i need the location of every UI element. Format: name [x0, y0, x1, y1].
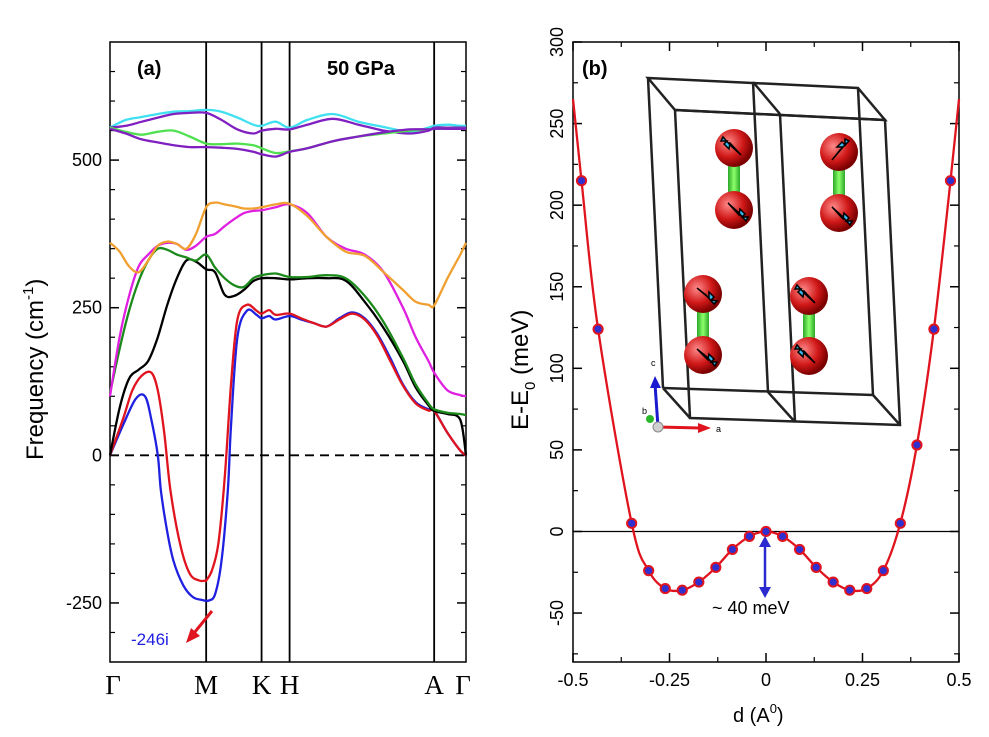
energy-data-point — [693, 576, 705, 588]
molecule-4 — [790, 277, 828, 375]
molecule-1 — [715, 129, 753, 229]
energy-data-point — [726, 543, 739, 556]
phonon-branch-high-green-a — [109, 126, 466, 155]
energy-data-point — [743, 530, 756, 542]
energy-data-point — [793, 543, 806, 556]
panel-b-x-tick-label: -0.25 — [649, 670, 690, 690]
phonon-branch-high-cyan — [109, 108, 467, 133]
panel-b-x-tick-label: 0.5 — [946, 670, 971, 690]
energy-data-point — [911, 439, 923, 451]
k-point-label: K — [252, 670, 272, 700]
energy-data-point — [676, 584, 688, 596]
unit-cell-edges — [645, 76, 902, 427]
phonon-branch-optical-green-low — [108, 246, 467, 417]
panel-b-ticks: -50 0 50 100 150 200 250 300 -0.5 -0.25 0 0.25 0.5 — [547, 27, 972, 690]
energy-data-point — [861, 582, 873, 595]
imaginary-frequency-label: -246i — [131, 630, 169, 649]
panel-b-x-axis-title: d (A0) — [733, 701, 784, 727]
barrier-arrow-head-up — [759, 536, 771, 547]
axis-a-label: a — [716, 424, 721, 434]
panel-b-series — [571, 98, 961, 596]
energy-data-point — [810, 561, 822, 573]
panel-b-y-tick-label: 200 — [547, 190, 567, 220]
phonon-branch-imaginary-mode-2 — [108, 303, 467, 583]
phonon-branch-optical-orange — [109, 201, 468, 309]
k-point-label: Γ — [455, 670, 471, 700]
k-point-label: A — [424, 670, 444, 700]
panel-b-y-tick-label: -50 — [547, 600, 567, 626]
panel-a-y-tick-label: 250 — [72, 298, 102, 318]
k-point-label: H — [280, 670, 300, 700]
phonon-branch-high-purple-b — [109, 127, 466, 158]
energy-data-point — [592, 323, 604, 335]
panel-a-tag: (a) — [137, 58, 161, 80]
molecule-2 — [820, 133, 858, 232]
panel-a-frame — [109, 41, 467, 663]
energy-data-point — [827, 576, 839, 588]
axis-b-marker — [646, 415, 654, 423]
k-point-label: Γ — [105, 670, 121, 700]
energy-data-point — [776, 530, 789, 542]
panel-b-energy-profile: -50 0 50 100 150 200 250 300 -0.5 -0.25 0 0.25 0.5 — [507, 27, 972, 727]
energy-data-point — [659, 582, 671, 595]
panel-a-y-tick-label: 0 — [92, 445, 102, 465]
energy-data-point — [928, 323, 940, 335]
panel-b-x-tick-label: -0.5 — [557, 670, 588, 690]
barrier-arrow-head-down — [759, 587, 771, 598]
axis-triad: c b a — [642, 358, 721, 434]
energy-data-point — [844, 584, 856, 596]
panel-a-y-tick-label: -250 — [66, 593, 102, 613]
energy-data-point — [760, 525, 772, 538]
crystal-structure-inset: c b a — [642, 76, 902, 434]
panel-a-y-axis-title: Frequency (cm-1) — [20, 279, 49, 460]
panel-b-y-tick-label: 100 — [547, 353, 567, 383]
energy-data-point — [626, 517, 638, 529]
panel-b-tag: (b) — [582, 58, 608, 80]
molecule-3 — [684, 275, 722, 374]
energy-data-point — [643, 565, 655, 577]
k-point-label: M — [194, 670, 218, 700]
panel-b-x-tick-label: 0 — [761, 670, 771, 690]
axis-c-label: c — [651, 358, 656, 368]
axis-c-arrow — [653, 383, 660, 428]
axis-a-arrow — [657, 425, 701, 430]
energy-data-point — [894, 517, 906, 529]
panel-a-y-tick-label: 500 — [72, 150, 102, 170]
panel-a-series — [108, 108, 468, 603]
energy-data-point — [944, 175, 957, 187]
axis-b-label: b — [642, 406, 647, 416]
panel-b-y-tick-label: 250 — [547, 109, 567, 139]
panel-b-y-tick-label: 150 — [547, 272, 567, 302]
energy-data-point — [575, 175, 588, 187]
panel-b-y-tick-label: 50 — [547, 440, 567, 460]
panel-b-y-axis-title: E-E0 (meV) — [507, 310, 539, 430]
panel-b-x-tick-label: 0.25 — [845, 670, 880, 690]
phonon-branch-acoustic-black — [108, 258, 468, 456]
energy-data-point — [877, 565, 889, 577]
barrier-label: ~ 40 meV — [712, 598, 790, 618]
energy-data-point — [710, 561, 722, 573]
panel-b-y-tick-label: 300 — [547, 27, 567, 57]
panel-a-symmetry-lines — [205, 42, 436, 662]
panel-b-y-tick-label: 0 — [547, 526, 567, 536]
imaginary-arrow-head — [186, 628, 200, 643]
panel-a-pressure-label: 50 GPa — [327, 58, 396, 80]
